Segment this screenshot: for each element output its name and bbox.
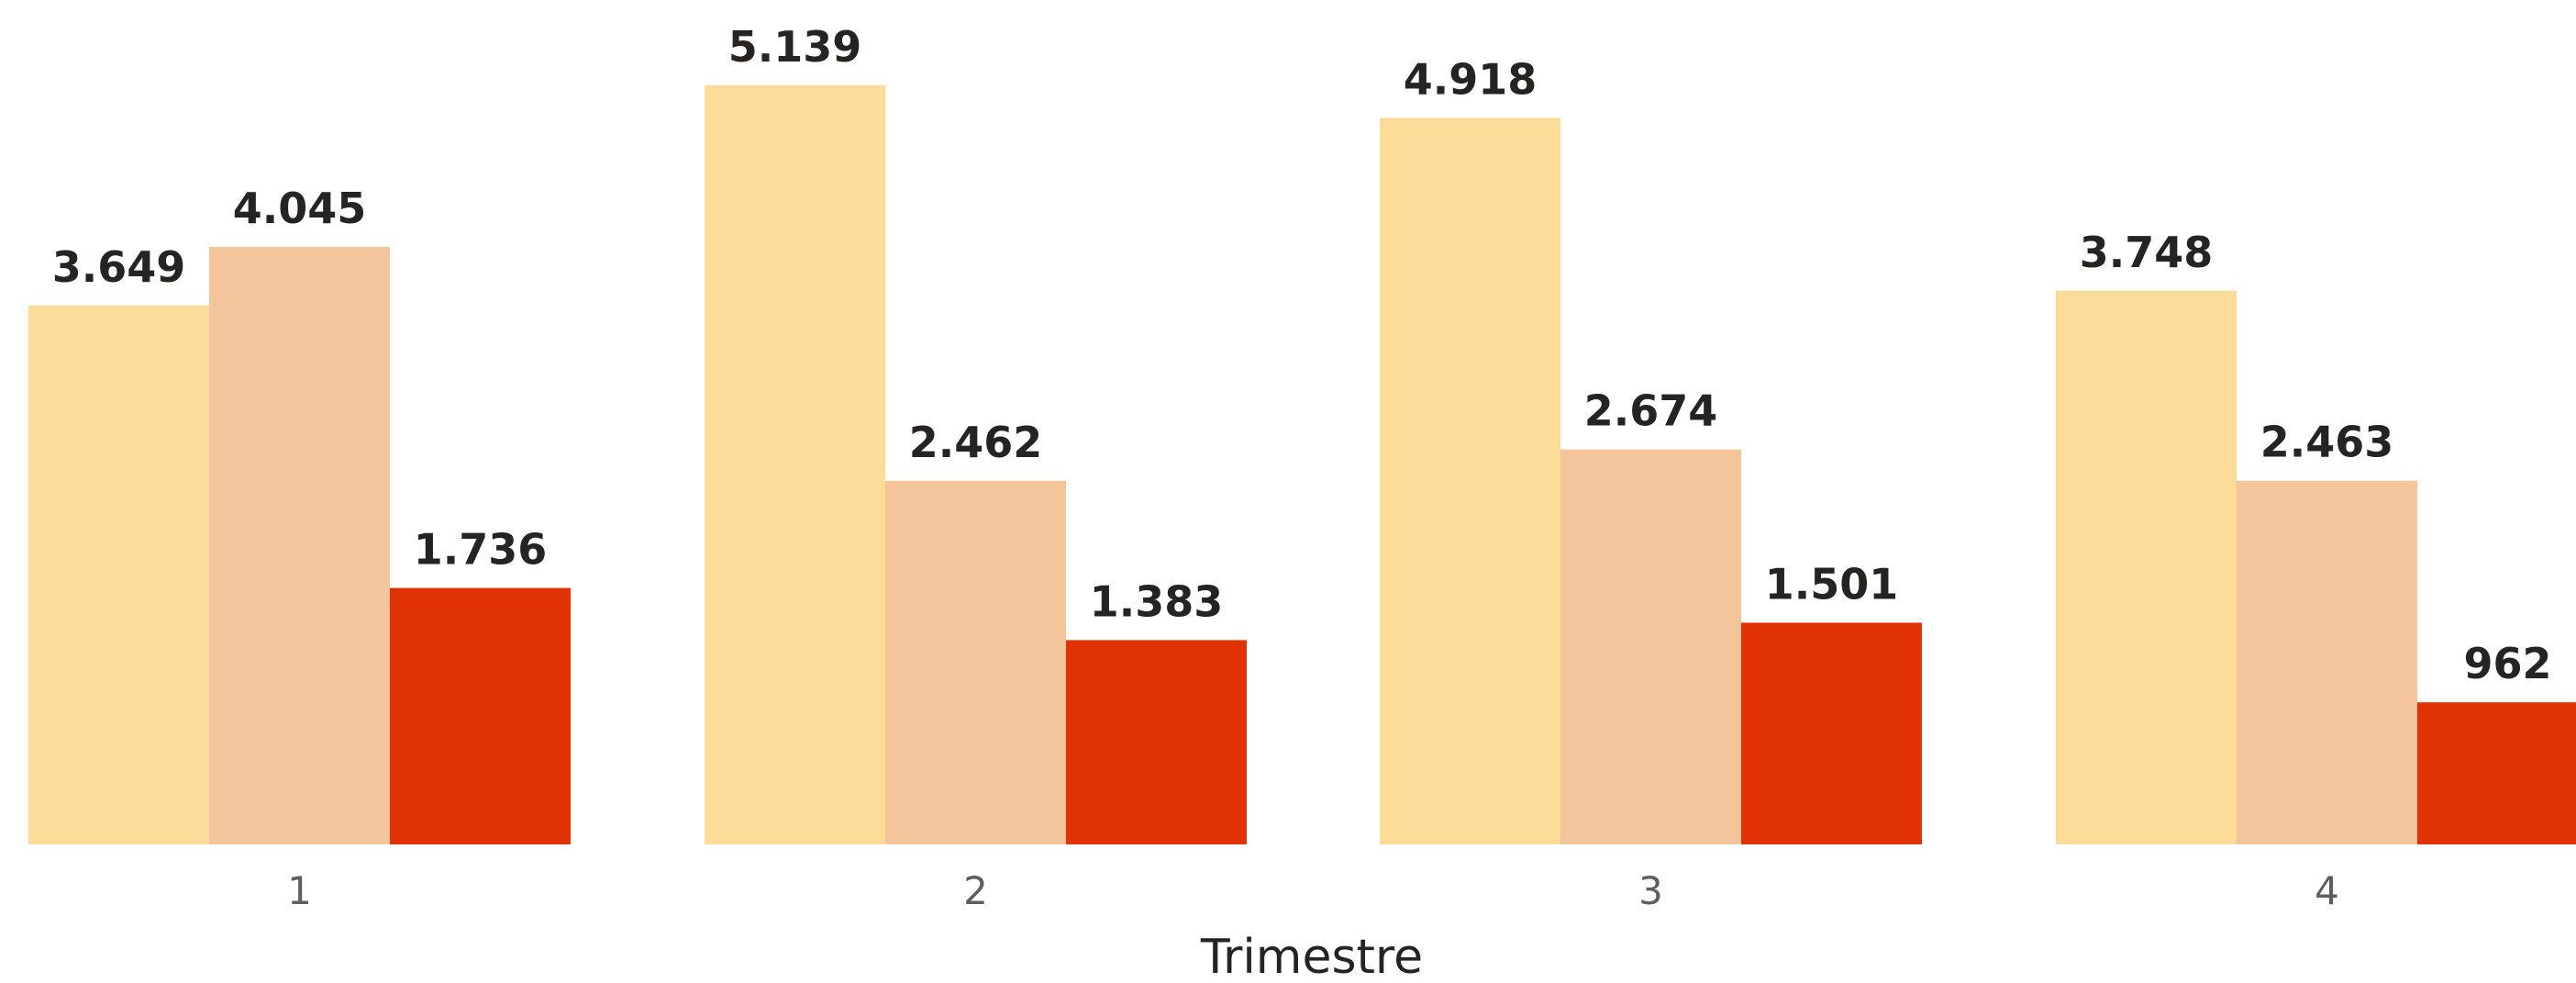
bar-value-label: 3.649 <box>52 242 186 292</box>
bar-value-label: 5.139 <box>728 22 862 72</box>
bars <box>28 85 2576 845</box>
bar-value-label: 4.918 <box>1404 55 1538 105</box>
bar-series-3-q1 <box>390 587 571 844</box>
bar-value-label: 3.748 <box>2080 228 2214 277</box>
bar-series-2-q1 <box>209 247 390 844</box>
bar-series-1-q4 <box>2056 290 2237 845</box>
bar-value-label: 2.462 <box>909 418 1043 467</box>
bar-value-label: 2.674 <box>1584 386 1718 436</box>
x-tick-label: 3 <box>1638 868 1663 913</box>
bar-value-label: 1.736 <box>414 525 548 575</box>
bar-series-1-q1 <box>28 305 209 844</box>
bar-series-1-q3 <box>1380 117 1560 844</box>
x-tick-label: 2 <box>963 868 988 913</box>
x-axis-title: Trimestre <box>1200 930 1423 983</box>
bar-series-2-q3 <box>1560 449 1741 844</box>
bar-series-1-q2 <box>705 85 885 844</box>
bar-series-2-q4 <box>2237 480 2417 844</box>
bar-series-3-q4 <box>2417 702 2576 844</box>
bar-value-label: 2.463 <box>2260 418 2394 467</box>
x-tick-label: 4 <box>2315 868 2339 913</box>
bar-value-label: 1.383 <box>1090 576 1224 626</box>
bar-value-label: 962 <box>2463 639 2551 688</box>
x-tick-label: 1 <box>287 868 312 913</box>
value-labels: 3.649 4.045 1.736 5.139 2.462 1.383 4.918 2.674… <box>52 22 2552 688</box>
x-tick-labels: 1 2 3 4 <box>287 868 2339 913</box>
bar-value-label: 4.045 <box>233 184 367 233</box>
bar-series-3-q3 <box>1741 622 1922 844</box>
bar-value-label: 1.501 <box>1765 559 1899 609</box>
bar-series-3-q2 <box>1066 640 1247 844</box>
bar-series-2-q2 <box>885 480 1066 844</box>
